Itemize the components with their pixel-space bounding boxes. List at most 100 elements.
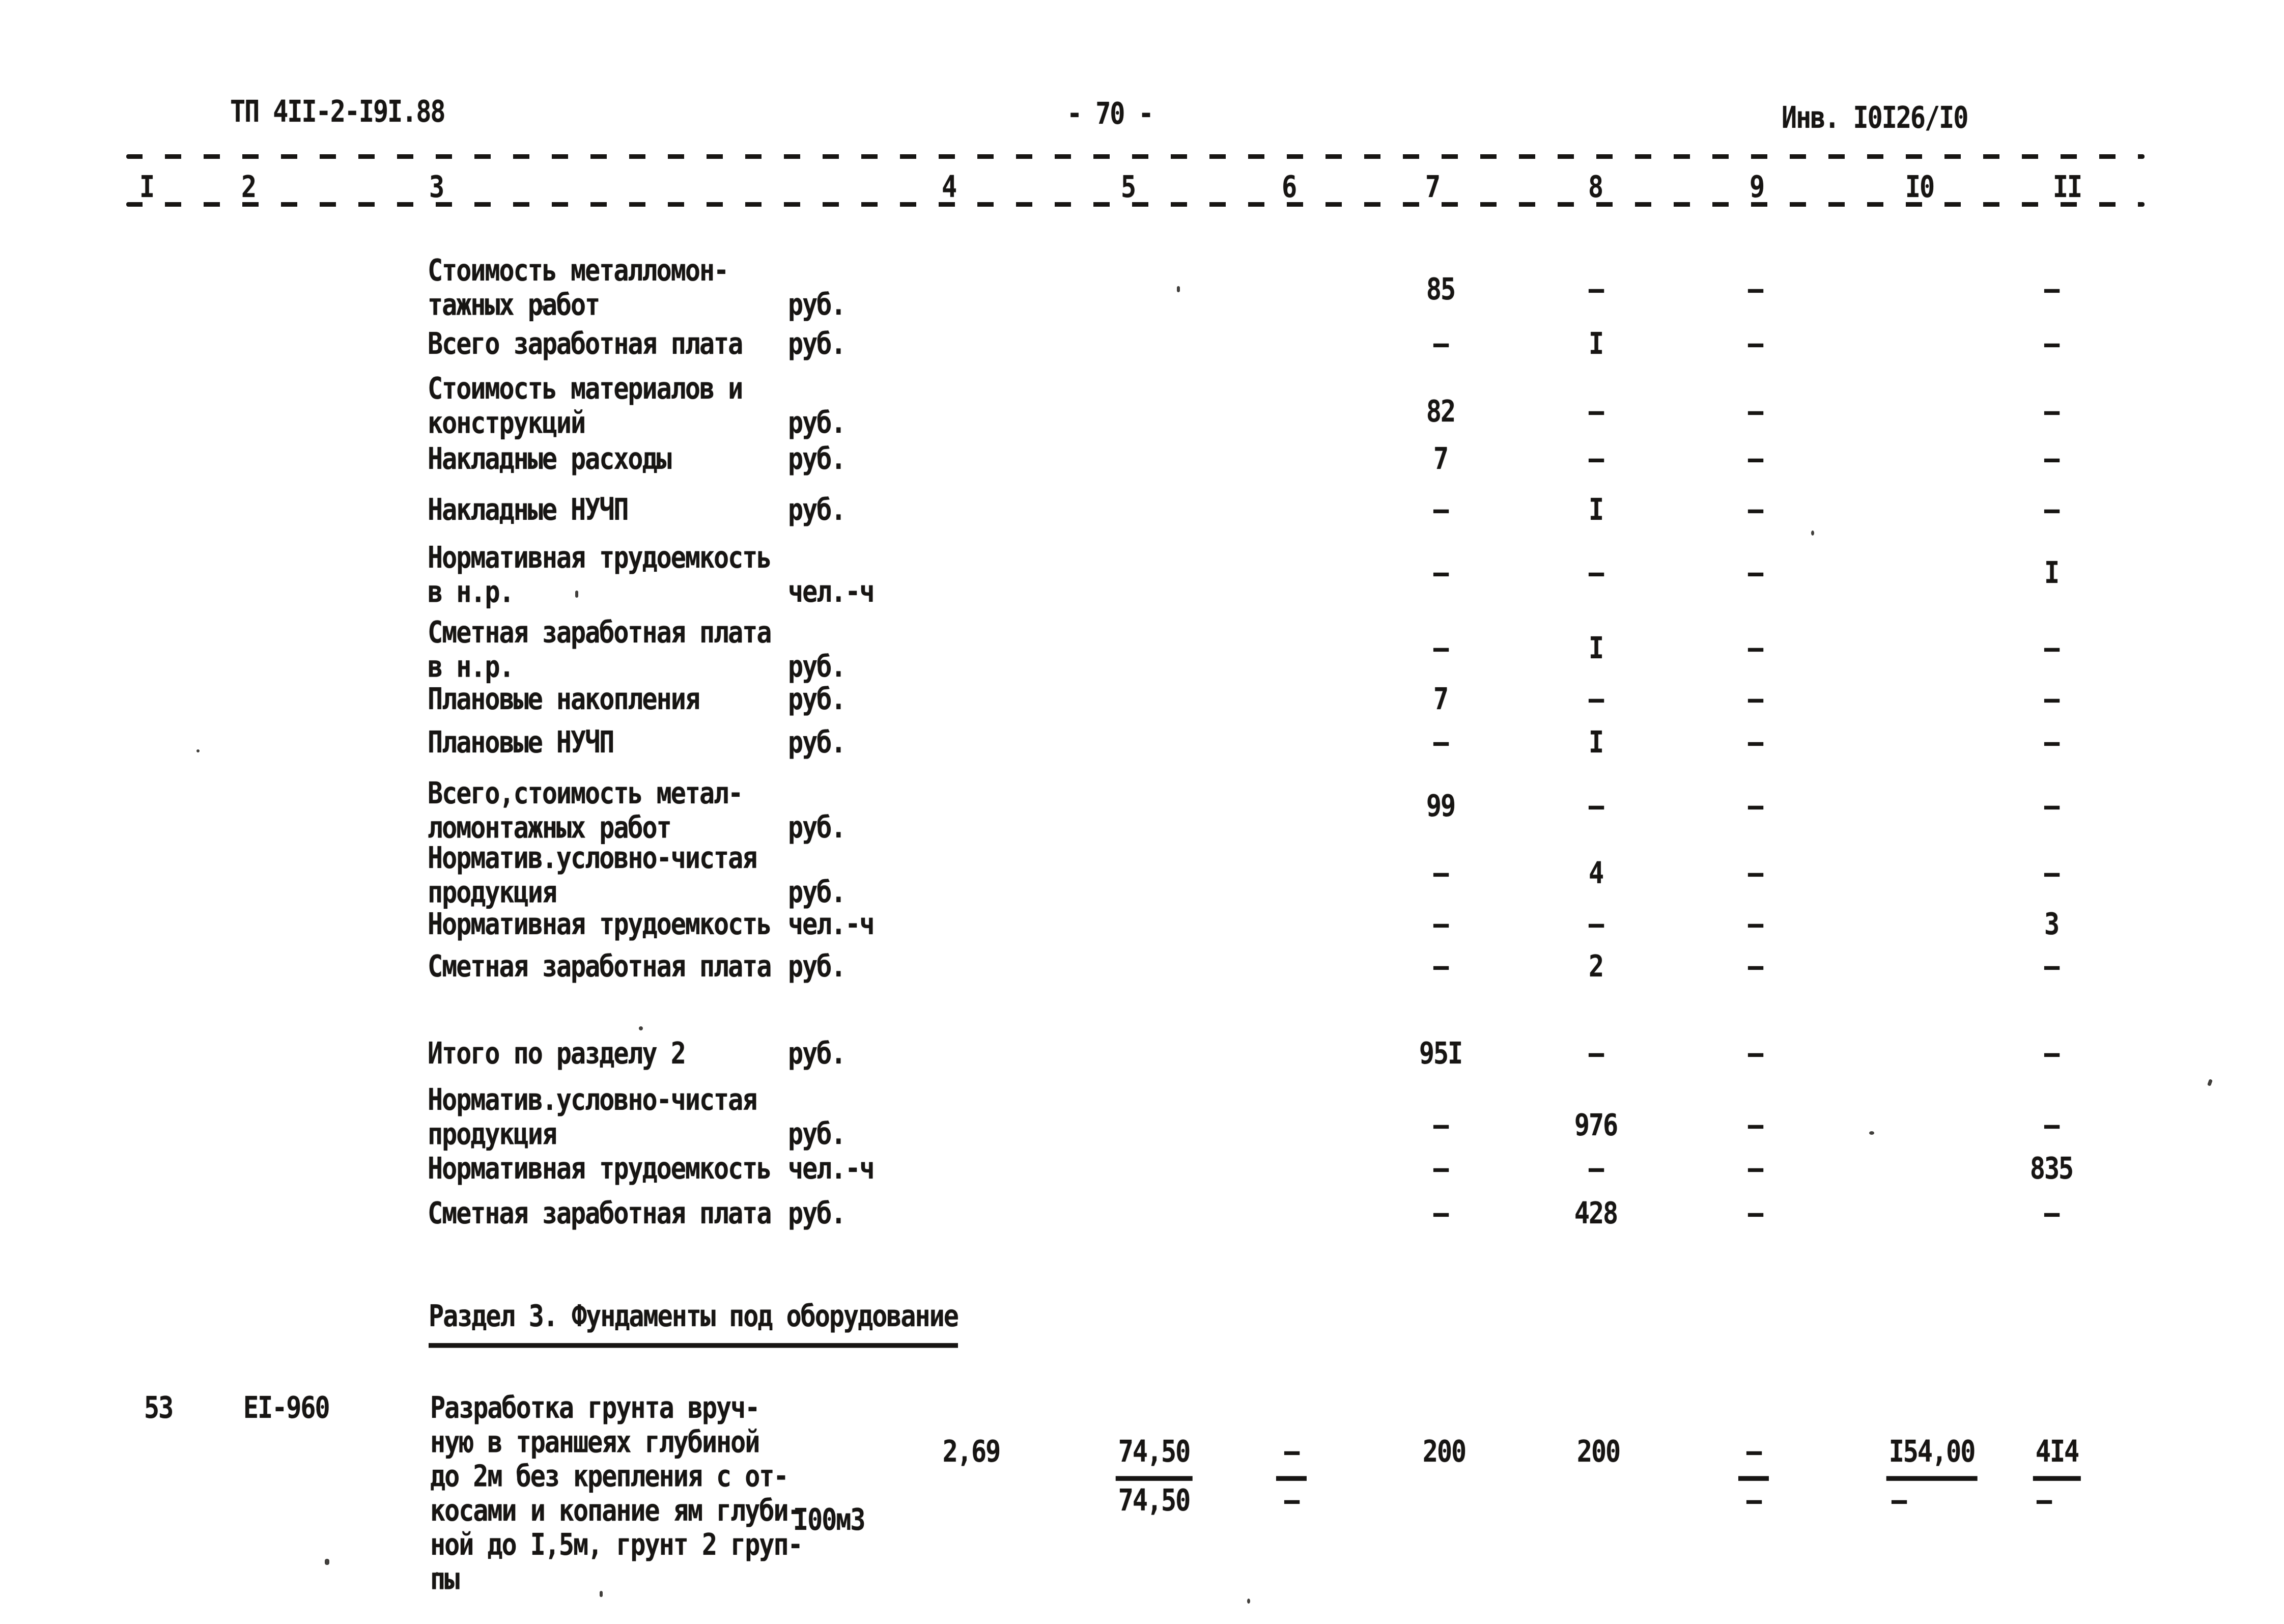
row-9-value-c7: –	[1433, 724, 1449, 760]
row-12-value-c8: –	[1588, 906, 1604, 942]
row-3-value-c8: –	[1588, 394, 1604, 429]
row-5-value-c9: –	[1747, 492, 1763, 527]
row-11-label: Норматив.условно-чистая продукция	[428, 840, 757, 910]
row-9-value-c9: –	[1747, 724, 1763, 760]
scan-speck	[600, 1591, 603, 1597]
scan-speck	[325, 1559, 329, 1565]
row-3-unit: руб.	[788, 405, 846, 440]
column-number-9: 9	[1749, 169, 1765, 205]
column-number-4: 4	[941, 169, 957, 205]
row-15-value-c7: –	[1433, 1107, 1449, 1143]
row-7-value-c8: I	[1588, 630, 1604, 666]
row-14-value-c7: 95I	[1419, 1035, 1463, 1071]
row-5-value-c7: –	[1433, 492, 1449, 527]
scan-speck	[639, 1026, 643, 1030]
row-5-value-c11: –	[2044, 492, 2060, 527]
row-8-value-c11: –	[2044, 681, 2060, 717]
row-5-label: Накладные НУЧП	[428, 492, 629, 527]
item-value-line1-c10: I54,00	[1886, 1434, 1978, 1481]
row-7-value-c9: –	[1747, 630, 1763, 666]
item-value-line1-c5: 74,50	[1115, 1434, 1193, 1481]
row-2-value-c11: –	[2044, 326, 2060, 361]
row-14-value-c9: –	[1747, 1035, 1763, 1071]
row-11-unit: руб.	[788, 874, 846, 910]
row-13-value-c7: –	[1433, 948, 1449, 984]
row-10-label: Всего,стоимость метал- ломонтажных работ	[428, 775, 743, 845]
row-9-value-c8: I	[1588, 724, 1604, 760]
row-13-value-c11: –	[2044, 948, 2060, 984]
row-5-unit: руб.	[788, 492, 846, 527]
row-8-value-c9: –	[1747, 681, 1763, 717]
column-number-8: 8	[1588, 169, 1603, 205]
row-15-value-c8: 976	[1574, 1107, 1618, 1143]
row-1-value-c11: –	[2044, 271, 2060, 307]
row-4-label: Накладные расходы	[428, 441, 672, 477]
row-17-value-c7: –	[1433, 1195, 1449, 1231]
item-value-line2-c6: –	[1284, 1482, 1300, 1518]
column-number-I: I	[139, 169, 155, 205]
row-3-label: Стоимость материалов и конструкций	[428, 371, 743, 440]
scan-speck	[1177, 286, 1180, 292]
row-2-value-c9: –	[1747, 326, 1763, 361]
item-value-line1-c8: 200	[1576, 1434, 1621, 1469]
row-7-value-c11: –	[2044, 630, 2060, 666]
ruler-dashed-line-top	[126, 154, 2145, 159]
row-16-value-c7: –	[1433, 1151, 1449, 1186]
row-16-unit: чел.-ч	[788, 1151, 875, 1186]
row-8-value-c8: –	[1588, 681, 1604, 717]
row-7-value-c7: –	[1433, 630, 1449, 666]
column-number-I0: I0	[1905, 169, 1935, 205]
column-number-2: 2	[241, 169, 257, 205]
row-1-value-c9: –	[1747, 271, 1763, 307]
row-2-value-c7: –	[1433, 326, 1449, 361]
row-17-label: Сметная заработная плата	[428, 1195, 772, 1231]
row-10-value-c11: –	[2044, 788, 2060, 824]
item-value-line1-c4: 2,69	[942, 1434, 1001, 1469]
column-number-II: II	[2052, 169, 2082, 205]
row-3-value-c9: –	[1747, 394, 1763, 429]
row-12-value-c7: –	[1433, 906, 1449, 942]
row-6-value-c9: –	[1747, 555, 1763, 591]
row-14-unit: руб.	[788, 1035, 846, 1071]
row-4-value-c8: –	[1588, 441, 1604, 477]
item-value-line1-c11: 4I4	[2033, 1434, 2081, 1481]
item-description: Разработка грунта вруч- ную в траншеях г…	[430, 1390, 803, 1597]
row-14-label: Итого по разделу 2	[428, 1035, 686, 1071]
row-12-label: Нормативная трудоемкость	[428, 906, 772, 942]
row-15-label: Норматив.условно-чистая продукция	[428, 1082, 757, 1152]
row-1-value-c7: 85	[1426, 271, 1456, 307]
row-16-value-c8: –	[1588, 1151, 1604, 1186]
row-6-value-c11: I	[2044, 555, 2060, 591]
scan-speck	[1869, 1131, 1874, 1135]
row-13-value-c8: 2	[1588, 948, 1604, 984]
row-10-unit: руб.	[788, 809, 846, 845]
row-2-label: Всего заработная плата	[428, 326, 743, 361]
scan-speck	[1247, 1599, 1250, 1604]
row-12-unit: чел.-ч	[788, 906, 875, 942]
row-4-value-c7: 7	[1433, 441, 1449, 477]
item-value-line1-c9: –	[1738, 1434, 1769, 1481]
row-14-value-c8: –	[1588, 1035, 1604, 1071]
scan-speck	[435, 1572, 439, 1576]
scan-speck	[575, 591, 578, 598]
row-8-label: Плановые накопления	[428, 681, 700, 717]
item-value-line1-c6: –	[1276, 1434, 1307, 1481]
row-2-unit: руб.	[788, 326, 846, 361]
row-4-value-c9: –	[1747, 441, 1763, 477]
row-17-value-c11: –	[2044, 1195, 2060, 1231]
row-1-unit: руб.	[788, 287, 846, 322]
item-code: ЕI-960	[243, 1390, 330, 1425]
row-11-value-c11: –	[2044, 855, 2060, 891]
row-1-label: Стоимость металломон- тажных работ	[428, 253, 729, 322]
row-6-label: Нормативная трудоемкость в н.р.	[428, 540, 772, 609]
row-13-label: Сметная заработная плата	[428, 948, 772, 984]
item-value-line2-c5: 74,50	[1118, 1482, 1191, 1518]
row-6-value-c7: –	[1433, 555, 1449, 591]
column-number-3: 3	[429, 169, 444, 205]
row-5-value-c8: I	[1588, 492, 1604, 527]
row-4-unit: руб.	[788, 441, 846, 477]
page-number: - 70 -	[1067, 96, 1154, 131]
item-value-line2-c9: –	[1746, 1482, 1762, 1518]
scan-speck	[196, 749, 200, 752]
